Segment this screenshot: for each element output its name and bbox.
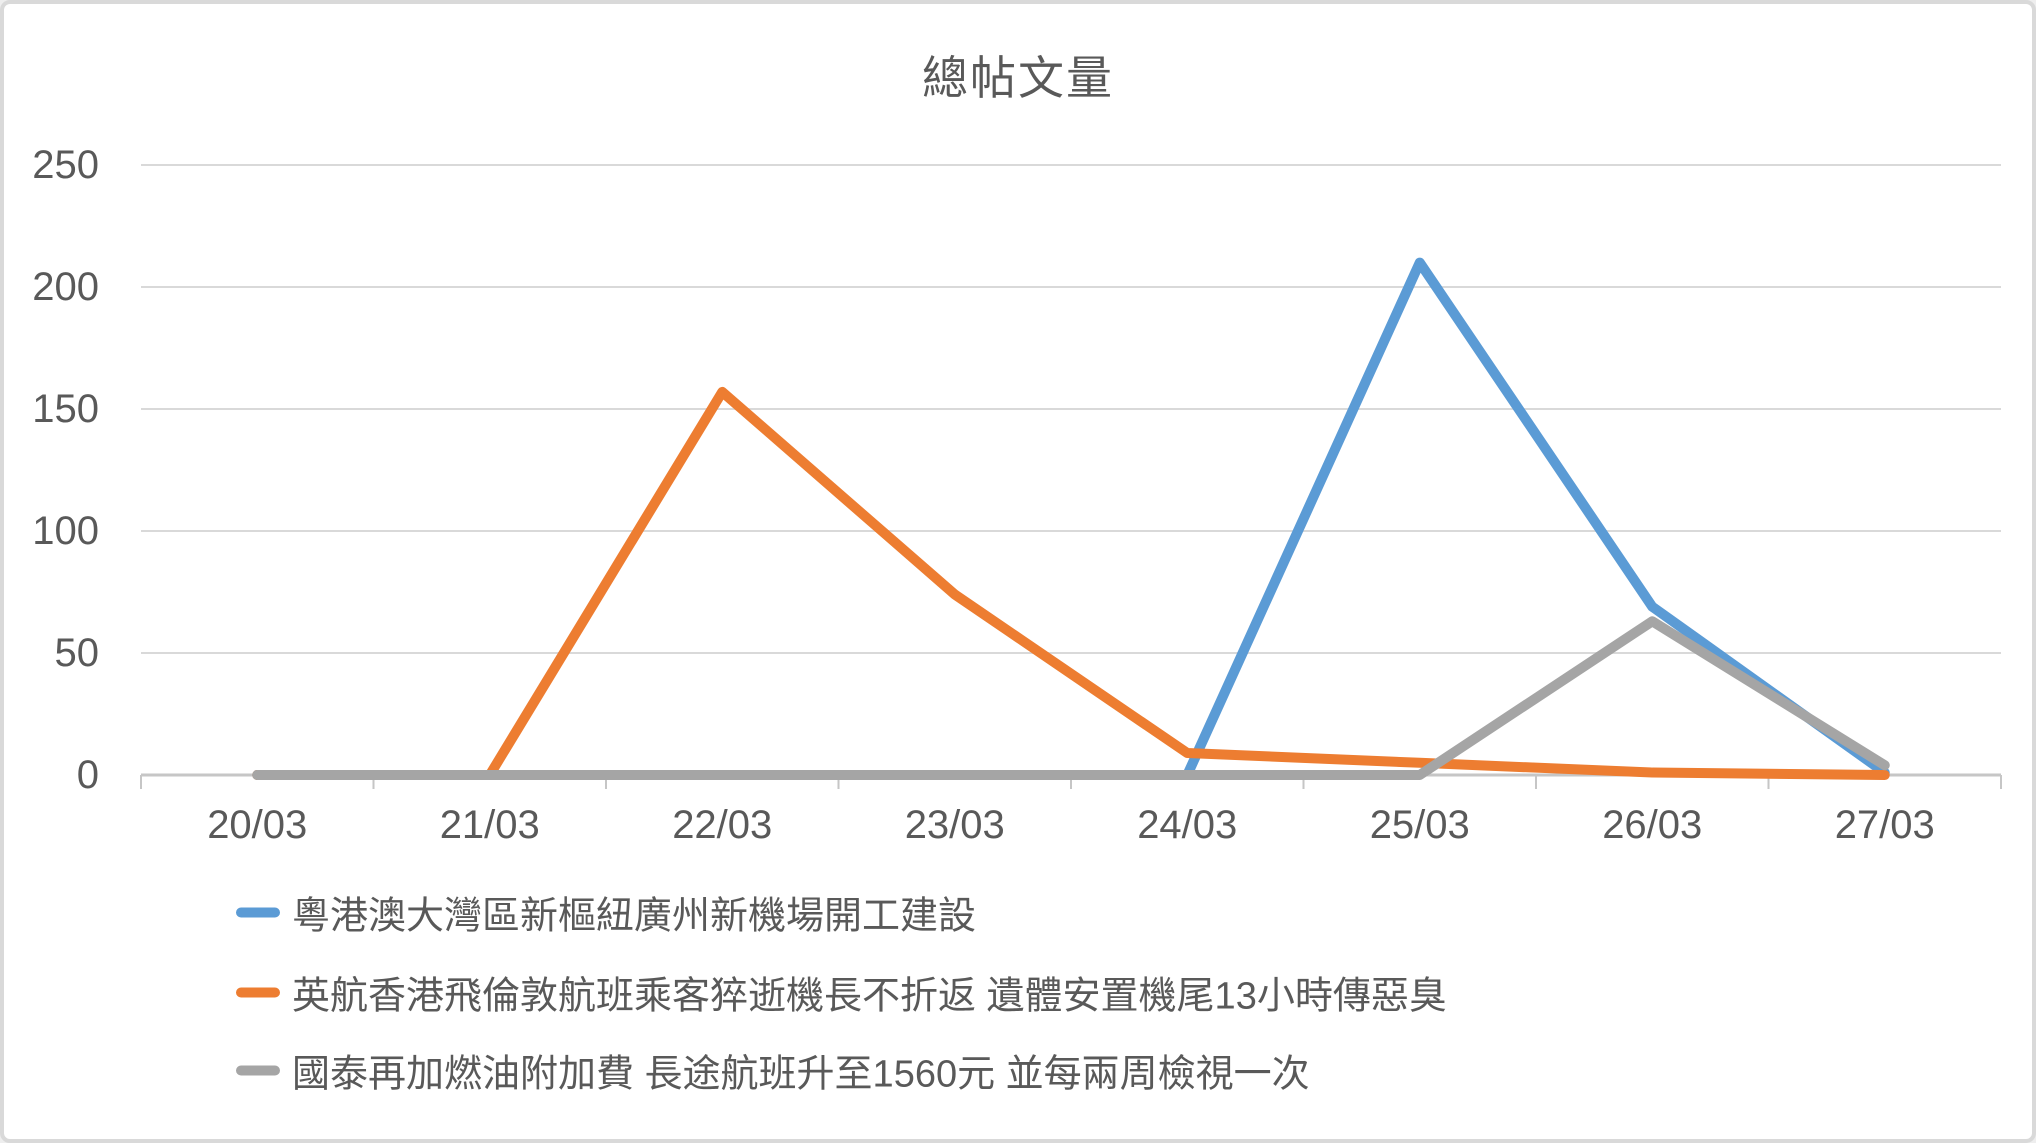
legend-label: 英航香港飛倫敦航班乘客猝逝機長不折返 遺體安置機尾13小時傳惡臭 [292, 975, 1447, 1018]
x-tick-label-3: 23/03 [904, 803, 1005, 847]
legend-label: 國泰再加燃油附加費 長途航班升至1560元 並每兩周檢視一次 [292, 1053, 1310, 1096]
series-line-2 [252, 616, 1890, 780]
legend-label: 粵港澳大灣區新樞紐廣州新機場開工建設 [292, 895, 977, 938]
legend-line-icon [236, 987, 280, 997]
legend-item-0: 粵港澳大灣區新樞紐廣州新機場開工建設 [236, 885, 976, 940]
x-tick-label-1: 21/03 [439, 803, 540, 847]
legend-item-2: 國泰再加燃油附加費 長途航班升至1560元 並每兩周檢視一次 [236, 1043, 1310, 1098]
legend-line-icon [236, 1065, 280, 1075]
y-tick-label-200: 200 [32, 265, 99, 309]
series-line-1 [252, 386, 1890, 780]
y-tick-label-0: 0 [76, 753, 99, 797]
legend-line-icon [236, 907, 280, 917]
x-tick-label-5: 25/03 [1369, 803, 1470, 847]
y-tick-label-250: 250 [32, 143, 99, 187]
chart-title: 總帖文量 [922, 51, 1114, 105]
x-tick-label-7: 27/03 [1834, 803, 1935, 847]
x-tick-label-0: 20/03 [207, 803, 308, 847]
x-tick-label-2: 22/03 [672, 803, 773, 847]
x-tick-label-4: 24/03 [1137, 803, 1238, 847]
x-tick-label-6: 26/03 [1602, 803, 1703, 847]
y-tick-label-100: 100 [32, 509, 99, 553]
legend-item-1: 英航香港飛倫敦航班乘客猝逝機長不折返 遺體安置機尾13小時傳惡臭 [236, 965, 1447, 1020]
series-line-0 [252, 257, 1890, 780]
plot-area [140, 164, 2002, 789]
y-tick-label-50: 50 [54, 631, 100, 675]
y-tick-label-150: 150 [32, 387, 99, 431]
